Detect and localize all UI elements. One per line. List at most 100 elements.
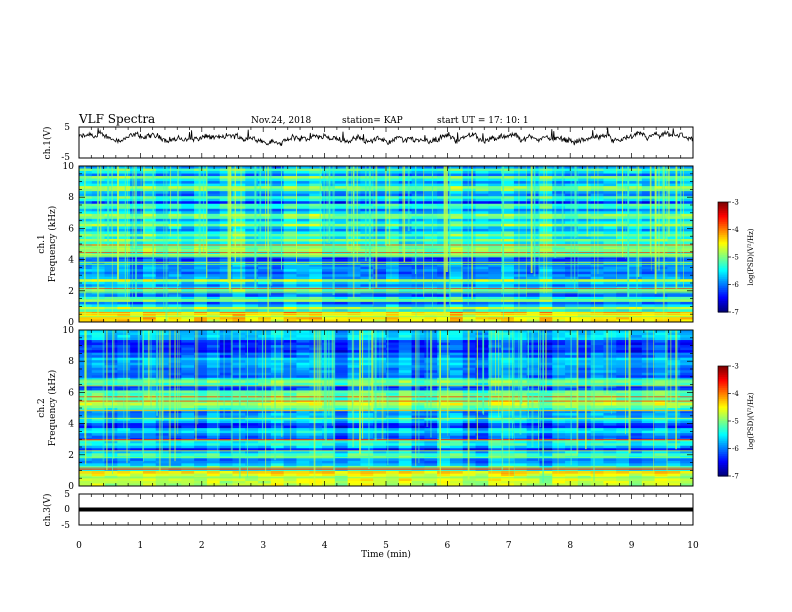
spectrogram-cell [449,218,464,222]
spectrogram-cell [552,226,566,230]
spectrogram-cell [373,340,387,344]
spectrogram-cell [526,259,540,263]
spectrogram-cell [424,203,438,207]
spectrogram-cell [552,241,566,245]
spectrogram-cell [258,382,272,386]
spectrogram-cell [245,319,259,323]
spectrogram-cell [245,213,259,217]
spectrogram-cell [245,415,259,419]
spectrogram-cell [309,266,323,270]
spectrogram-cell [334,473,349,477]
spectrogram-cell [552,316,566,320]
spectrogram-cell [347,261,361,265]
spectrogram-cell [142,178,157,182]
spectrogram-cell [462,206,477,210]
spectrogram-cell [373,332,387,336]
spectrogram-cell [283,216,297,220]
spectrogram-cell [270,375,285,379]
spectrogram-cell [181,306,195,310]
spectrogram-cell [130,435,144,439]
spectrogram-cell [590,198,604,202]
spectrogram-cell [373,392,387,396]
spectrogram-cell [398,171,413,175]
spectrogram-cell [232,168,246,172]
spectrogram-cell [334,450,349,454]
spectrogram-cell [296,465,310,469]
spectrogram-cell [232,261,246,265]
spectrogram-cell [130,440,144,444]
spectrogram-ytick-label: 2 [68,287,74,297]
spectrogram-cell [539,301,553,305]
spectrogram-cell [373,335,387,339]
spectrogram-cell [360,342,374,346]
spectrogram-cell [462,183,477,187]
spectrogram-cell [245,377,259,381]
spectrogram-cell [206,289,221,293]
spectrogram-cell [654,269,668,273]
spectrogram-cell [629,241,643,245]
spectrogram-cell [411,216,425,220]
spectrogram-cell [168,355,182,359]
colorbar-cell [718,264,728,267]
spectrogram-cell [513,271,528,275]
spectrogram-cell [462,271,477,275]
spectrogram-cell [667,301,681,305]
spectrogram-cell [219,425,233,429]
spectrogram-cell [181,435,195,439]
spectrogram-cell [641,294,656,298]
spectrogram-cell [181,335,195,339]
spectrogram-cell [283,271,297,275]
spectrogram-cell [603,306,617,310]
spectrogram-cell [539,264,553,268]
spectrogram-cell [347,440,361,444]
spectrogram-cell [552,269,566,273]
spectrogram-cell [616,261,630,265]
spectrogram-cell [296,352,310,356]
spectrogram-cell [91,478,106,482]
spectrogram-cell [283,430,297,434]
spectrogram-cell [334,238,349,242]
spectrogram-cell [577,221,592,225]
spectrogram-cell [258,463,272,467]
spectrogram-cell [168,448,182,452]
spectrogram-cell [245,347,259,351]
spectrogram-cell [206,266,221,270]
spectrogram-cell [206,440,221,444]
spectrogram-cell [616,271,630,275]
spectrogram-cell [117,276,131,280]
spectrogram-cell [181,264,195,268]
spectrogram-cell [667,296,681,300]
spectrogram-cell [309,402,323,406]
spectrogram-cell [181,413,195,417]
spectrogram-cell [206,299,221,303]
spectrogram-cell [181,294,195,298]
spectrogram-cell [142,264,157,268]
spectrogram-cell [322,274,336,278]
spectrogram-cell [680,296,694,300]
spectrogram-cell [386,448,400,452]
spectrogram-cell [680,223,694,227]
spectrogram-cell [322,450,336,454]
spectrogram-cell [117,246,131,250]
spectrogram-cell [104,256,118,260]
spectrogram-cell [526,261,540,265]
spectrogram-cell [488,231,502,235]
spectrogram-cell [526,203,540,207]
spectrogram-cell [577,193,592,197]
spectrogram-cell [360,186,374,190]
spectrogram-cell [117,201,131,205]
spectrogram-cell [475,276,489,280]
spectrogram-cell [590,213,604,217]
spectrogram-cell [117,178,131,182]
spectrogram-cell [475,269,489,273]
spectrogram-cell [411,261,425,265]
spectrogram-cell [206,173,221,177]
spectrogram-cell [168,171,182,175]
spectrogram-cell [565,299,579,303]
spectrogram-cell [91,296,106,300]
spectrogram-cell [680,191,694,195]
spectrogram-cell [513,196,528,200]
spectrogram-cell [142,266,157,270]
spectrogram-cell [270,238,285,242]
spectrogram-cell [398,206,413,210]
